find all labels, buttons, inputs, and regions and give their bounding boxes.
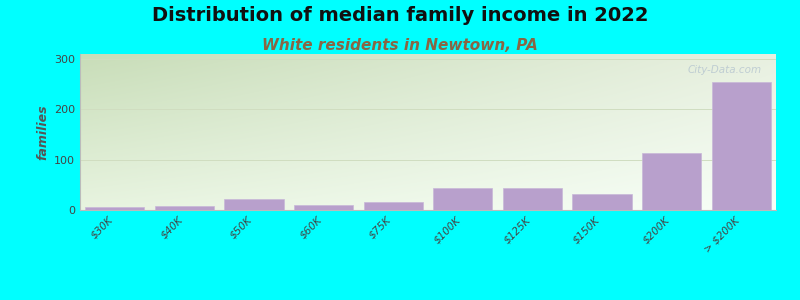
Bar <box>503 188 562 210</box>
Bar <box>573 194 631 210</box>
Bar <box>86 208 144 210</box>
Bar <box>225 199 283 210</box>
Text: Distribution of median family income in 2022: Distribution of median family income in … <box>152 6 648 25</box>
Text: White residents in Newtown, PA: White residents in Newtown, PA <box>262 38 538 52</box>
Bar <box>712 82 770 210</box>
Bar <box>364 202 422 210</box>
Bar <box>294 205 353 210</box>
Bar <box>155 206 214 210</box>
Y-axis label: families: families <box>37 104 50 160</box>
Bar <box>434 188 492 210</box>
Text: City-Data.com: City-Data.com <box>688 65 762 75</box>
Bar <box>642 153 701 210</box>
